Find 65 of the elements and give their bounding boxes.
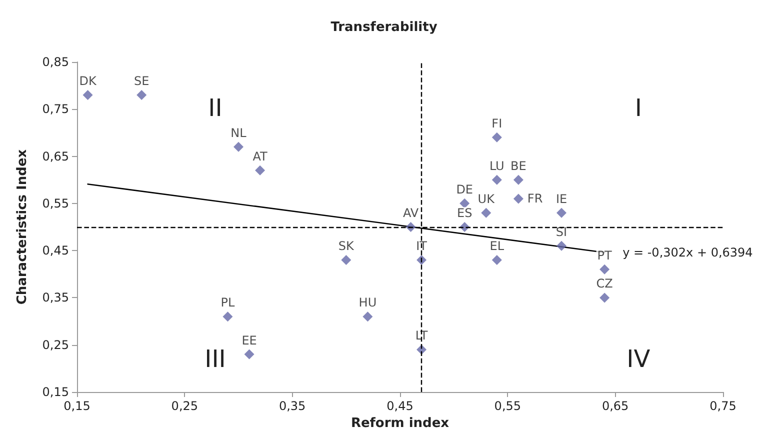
series-label: ES [457, 206, 472, 220]
series-label: FI [492, 116, 502, 130]
series-label: HU [358, 296, 377, 310]
series-label: IT [416, 239, 428, 253]
point [556, 240, 566, 251]
point [244, 349, 254, 360]
x-tick-label: 0,35 [278, 399, 306, 413]
point [255, 165, 266, 176]
point [492, 132, 502, 142]
series-label: FR [527, 192, 543, 206]
point [492, 174, 502, 185]
series-label: LU [489, 158, 504, 173]
series-label: CZ [596, 276, 613, 291]
x-axis-title: Reform index [350, 416, 450, 431]
series-label: EE [242, 333, 257, 348]
point [556, 208, 566, 218]
series-label: UK [478, 192, 496, 206]
y-tick-label: 0,55 [42, 196, 69, 210]
y-tick-label: 0,85 [42, 55, 69, 69]
x-tick-label: 0,25 [171, 399, 198, 413]
point [82, 90, 93, 100]
x-tick-label: 0,55 [494, 399, 522, 413]
series-label: IE [556, 192, 568, 206]
y-axis-title: Characteristics Index [15, 148, 30, 305]
point [481, 208, 492, 218]
series-label: DK [79, 74, 98, 88]
series-label: EL [490, 239, 504, 253]
y-tick-label: 0,65 [42, 149, 69, 164]
series-label: PT [597, 248, 613, 262]
point [416, 255, 427, 265]
point [460, 198, 470, 208]
point [234, 142, 244, 152]
annotation: IV [626, 345, 651, 373]
y-tick-label: 0,15 [42, 385, 69, 399]
x-tick-label: 0,45 [386, 399, 414, 413]
y-tick-label: 0,25 [42, 338, 69, 352]
y-tick-label: 0,75 [42, 102, 69, 116]
series-label: BE [510, 158, 526, 173]
chart-title: Transferability [330, 20, 438, 35]
series-label: AT [252, 149, 268, 164]
series-label: AV [402, 206, 420, 220]
series-label: SE [134, 74, 150, 88]
series-label: NL [230, 126, 247, 140]
series-label: DE [456, 182, 474, 196]
point [600, 292, 610, 303]
point [513, 174, 524, 185]
x-tick-label: 0,75 [710, 399, 736, 413]
series-label: PL [220, 296, 236, 310]
series-label: SK [338, 239, 356, 253]
point [362, 312, 373, 322]
point [513, 194, 524, 204]
x-tick-label: 0,65 [602, 399, 629, 413]
annotation: III [204, 345, 226, 373]
annotation: y = -0,302x + 0,6394 [622, 245, 753, 260]
x-tick-label: 0,15 [64, 399, 90, 413]
point [406, 222, 416, 232]
point [341, 255, 352, 265]
annotation: I [634, 94, 642, 122]
y-tick-label: 0,35 [42, 290, 69, 305]
y-tick-label: 0,45 [42, 244, 69, 258]
annotation: II [208, 94, 222, 122]
point [136, 90, 147, 100]
point [600, 264, 610, 274]
point [222, 312, 233, 322]
point [492, 255, 502, 265]
